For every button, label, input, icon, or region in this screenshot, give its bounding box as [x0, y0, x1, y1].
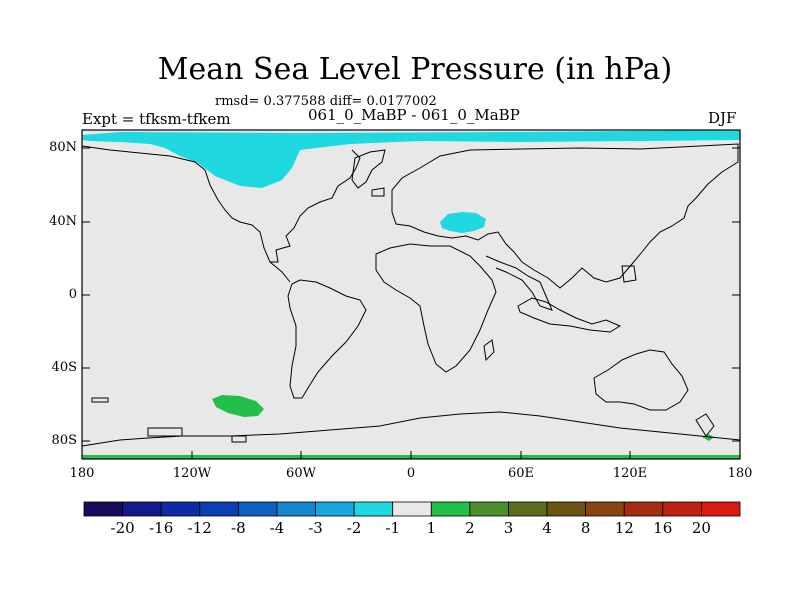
new-zealand-coastline	[695, 413, 715, 437]
small-island-south-coastline	[231, 435, 247, 443]
lon-label-120e: 120E	[612, 466, 648, 481]
eurasia-coastline	[391, 143, 739, 289]
map-title: Mean Sea Level Pressure (in hPa)	[157, 52, 673, 87]
lat-label-80n: 80N	[49, 140, 77, 155]
lat-label-40n: 40N	[49, 214, 77, 229]
colorbar-label: -2	[346, 519, 362, 537]
colorbar-swatch	[83, 501, 123, 517]
lon-label-60e: 60E	[507, 466, 535, 481]
map-ocean-background	[82, 130, 740, 459]
lon-label-60w: 60W	[286, 466, 316, 481]
colorbar-swatch	[392, 501, 432, 517]
colorbar-swatch	[237, 501, 278, 517]
south-america-coastline	[287, 279, 367, 399]
colorbar-swatch	[353, 501, 394, 517]
colorbar-label: 16	[653, 519, 673, 537]
colorbar-label: -20	[110, 519, 135, 537]
colorbar-swatch	[585, 501, 625, 517]
colorbar-label: -12	[187, 519, 212, 537]
colorbar-swatch	[546, 501, 587, 517]
small-island-west-coastline	[91, 397, 109, 403]
antarctic-ice-shelf-coastline	[147, 427, 183, 437]
colorbar-label: 8	[580, 519, 591, 537]
coastlines	[81, 143, 741, 447]
colorbar-label: 20	[691, 519, 711, 537]
colorbar-swatch	[315, 501, 355, 517]
colorbar-label: 12	[614, 519, 634, 537]
greenland-coastline	[351, 149, 386, 189]
season-label: DJF	[708, 109, 737, 127]
colorbar-label: 1	[426, 519, 437, 537]
arctic-negative-region	[82, 130, 740, 188]
africa-coastline	[375, 243, 497, 373]
lat-label-80s: 80S	[51, 433, 77, 448]
lon-label-180w: 180	[69, 466, 95, 481]
colorbar-swatch	[122, 501, 162, 517]
mediterranean-negative-region	[440, 212, 486, 233]
lon-label-120w: 120W	[172, 466, 212, 481]
colorbar-swatch	[623, 501, 664, 517]
latitude-tick-marks	[82, 147, 740, 442]
experiment-label: Expt = tfksm-tfkem	[82, 110, 231, 128]
colorbar-label: 3	[503, 519, 514, 537]
lat-label-0: 0	[68, 287, 77, 302]
colorbar-swatch	[662, 501, 702, 517]
colorbar-swatch	[160, 501, 201, 517]
colorbar-swatch	[701, 501, 741, 517]
southeast-asia-islands-coastline	[517, 297, 622, 333]
colorbar-label: -1	[385, 519, 401, 537]
case-label: 061_0_MaBP - 061_0_MaBP	[308, 106, 520, 124]
lon-label-0: 0	[406, 466, 416, 481]
lon-label-180e: 180	[727, 466, 753, 481]
antarctica-coastline	[81, 411, 741, 447]
arabia-india-coastline	[485, 255, 553, 311]
colorbar-swatch	[199, 501, 239, 517]
longitude-tick-marks	[81, 451, 741, 459]
iceland-coastline	[371, 187, 385, 197]
negative-anomaly-regions	[82, 130, 740, 233]
south-pacific-positive-region	[212, 395, 264, 417]
colorbar-swatch	[508, 501, 548, 517]
colorbar-label: -4	[269, 519, 285, 537]
southwest-pacific-positive-region	[702, 434, 714, 441]
rmsd-diff-stats: rmsd= 0.377588 diff= 0.0177002	[215, 94, 437, 109]
colorbar-swatch	[469, 501, 509, 517]
colorbar-label: -16	[149, 519, 174, 537]
central-america-coastline	[269, 261, 291, 283]
australia-coastline	[593, 349, 689, 411]
madagascar-coastline	[483, 339, 495, 362]
colorbar-label: 4	[542, 519, 552, 537]
colorbar-label: -8	[231, 519, 246, 537]
colorbar-label: 2	[465, 519, 475, 537]
colorbar-swatch	[430, 501, 471, 517]
colorbar-label: -3	[308, 519, 323, 537]
japan-coastline	[621, 265, 637, 283]
colorbar-swatch	[276, 501, 316, 517]
lat-label-40s: 40S	[51, 360, 77, 375]
colorbar	[83, 501, 741, 517]
